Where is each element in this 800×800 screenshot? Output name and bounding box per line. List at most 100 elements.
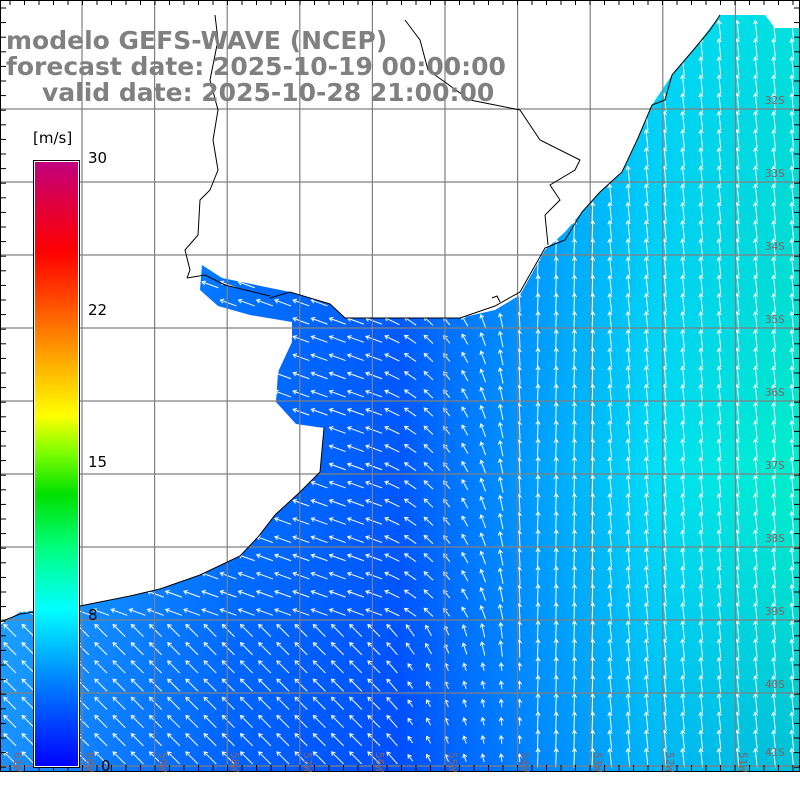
wind-arrow <box>571 693 577 713</box>
wind-arrow <box>752 110 759 131</box>
wind-arrow <box>680 292 686 313</box>
wind-arrow <box>167 714 181 729</box>
wind-arrow <box>771 638 777 659</box>
wind-arrow <box>276 623 290 638</box>
wind-arrow <box>3 623 17 638</box>
wind-arrow <box>239 678 254 692</box>
wind-arrow <box>607 729 613 750</box>
wind-arrow <box>607 693 613 713</box>
wind-arrow <box>365 589 383 598</box>
wind-arrow <box>461 369 469 382</box>
wind-arrow <box>590 511 596 531</box>
wind-arrow <box>680 511 686 531</box>
wind-arrow <box>258 714 272 729</box>
wind-arrow <box>698 474 704 495</box>
wind-arrow <box>274 389 292 398</box>
wind-arrow <box>607 747 613 768</box>
wind-arrow <box>21 751 35 765</box>
wind-arrow <box>403 498 417 508</box>
wind-arrow <box>553 565 559 586</box>
wind-arrow <box>789 620 795 641</box>
wind-arrow <box>462 680 468 690</box>
wind-arrow <box>221 660 235 674</box>
wind-arrow <box>571 329 577 349</box>
wind-arrow <box>384 553 400 562</box>
wind-arrow <box>386 714 398 728</box>
wind-arrow <box>752 19 759 40</box>
wind-arrow <box>328 608 346 616</box>
wind-arrow <box>535 438 541 459</box>
wind-arrow <box>571 547 577 568</box>
wind-arrow <box>148 714 163 729</box>
wind-arrow <box>386 642 398 656</box>
wind-arrow <box>535 529 541 550</box>
wind-arrow <box>424 642 433 655</box>
wind-arrow <box>330 623 345 638</box>
wind-arrow <box>625 183 631 204</box>
wind-arrow <box>349 696 363 710</box>
wind-arrow <box>219 589 237 598</box>
wind-arrow <box>365 389 383 398</box>
wind-arrow <box>680 438 686 459</box>
wind-arrow <box>330 714 345 729</box>
wind-arrow <box>310 608 328 616</box>
wind-arrow <box>479 532 487 547</box>
wind-arrow <box>221 714 235 729</box>
wind-arrow <box>461 424 469 436</box>
wind-arrow <box>424 624 433 637</box>
wind-arrow <box>789 401 795 422</box>
wind-arrow <box>771 602 777 622</box>
wind-arrow <box>716 456 722 477</box>
wind-arrow <box>716 383 722 404</box>
wind-arrow <box>789 638 795 659</box>
wind-arrow <box>590 602 596 622</box>
wind-arrow <box>771 329 777 349</box>
wind-arrow <box>403 353 417 362</box>
wind-arrow <box>607 365 613 386</box>
wind-arrow <box>607 383 613 404</box>
wind-arrow <box>771 37 777 58</box>
wind-arrow <box>643 329 649 349</box>
wind-arrow <box>425 680 432 689</box>
wind-arrow <box>310 480 328 489</box>
wind-arrow <box>185 733 199 747</box>
wind-arrow <box>771 383 777 404</box>
wind-arrow <box>643 747 649 768</box>
wind-arrow <box>680 711 686 732</box>
wind-arrow <box>625 365 631 386</box>
wind-arrow <box>571 256 577 277</box>
wind-arrow <box>423 498 434 508</box>
latitude-label: 36S <box>765 386 785 399</box>
wind-arrow <box>497 603 504 621</box>
wind-arrow <box>112 714 126 729</box>
wind-arrow <box>237 571 255 580</box>
wind-arrow <box>535 747 541 768</box>
wind-arrow <box>752 620 759 641</box>
title-model: modelo GEFS-WAVE (NCEP) <box>6 26 388 55</box>
wind-arrow <box>461 406 469 418</box>
wind-arrow <box>752 37 759 58</box>
wind-arrow <box>112 733 126 747</box>
wind-arrow <box>461 479 469 491</box>
wind-arrow <box>643 547 649 568</box>
wind-arrow <box>789 329 795 349</box>
wind-arrow <box>553 456 559 477</box>
wind-arrow <box>480 662 486 672</box>
wind-arrow <box>553 674 559 695</box>
wind-arrow <box>292 353 310 362</box>
wind-arrow <box>183 589 201 598</box>
wind-arrow <box>480 716 486 726</box>
wind-arrow <box>716 110 722 131</box>
wind-arrow <box>789 383 795 404</box>
wind-arrow <box>571 565 577 586</box>
wind-arrow <box>607 456 613 477</box>
wind-arrow <box>167 696 181 710</box>
wind-arrow <box>330 696 345 710</box>
wind-arrow <box>461 551 469 564</box>
wind-arrow <box>405 642 415 655</box>
wind-arrow <box>384 589 400 599</box>
wind-arrow <box>643 583 649 604</box>
wind-arrow <box>771 347 777 368</box>
wind-arrow <box>771 274 777 295</box>
